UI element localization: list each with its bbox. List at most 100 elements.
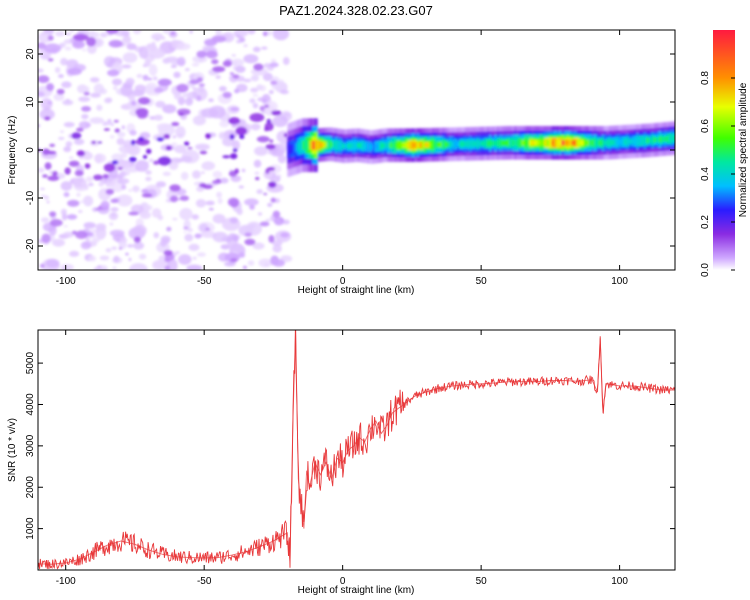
noise-blob [104,97,112,104]
noise-blob [104,121,113,126]
ridge-segment [357,142,361,149]
noise-blob [133,236,141,243]
snr-x-label: Height of straight line (km) [298,585,415,596]
noise-blob [232,148,238,152]
ridge-segment [319,141,323,148]
noise-blob [58,74,64,79]
noise-blob [146,148,152,154]
ridge-segment [651,137,655,143]
noise-blob [219,85,227,92]
ridge-segment [396,142,401,149]
noise-blob [267,166,276,171]
noise-blob [88,182,94,187]
noise-blob [129,129,137,136]
noise-blob [52,238,66,247]
noise-blob [75,230,88,240]
ridge-segment [381,142,386,149]
noise-blob [128,257,132,262]
noise-blob [119,237,128,243]
noise-blob [192,87,196,90]
noise-blob [182,92,194,98]
noise-blob [65,141,73,147]
noise-blob [229,217,239,224]
snr-y-ticks: 1000 2000 3000 4000 5000 [25,352,675,540]
noise-blob [269,164,282,174]
noise-blob [234,88,240,94]
ridge-segment [534,139,538,146]
noise-blob [49,219,63,227]
noise-blob [40,97,53,111]
noise-blob [239,37,246,43]
noise-blob [283,133,289,138]
noise-blob [155,181,167,188]
ridge-segment [444,141,448,148]
ridge-segment [369,144,373,150]
noise-blob [269,175,281,183]
noise-blob [198,85,205,93]
spectrogram-heatmap [38,30,675,270]
ridge-segment [364,143,368,150]
ridge-segment [352,142,356,149]
noise-blob [38,91,45,98]
x-tick-label: 50 [476,576,488,587]
noise-blob [103,128,110,131]
ridge-segment [376,143,381,150]
noise-blob [128,211,139,216]
noise-blob [38,167,45,173]
noise-blob [44,116,51,121]
snr-panel: -100 -50 0 50 100 1000 2000 3000 4000 5000 Heigh… [7,329,676,596]
ridge-segment [531,139,535,146]
noise-blob [262,99,268,103]
noise-blob [222,91,232,99]
ridge-segment [603,139,607,146]
noise-blob [41,233,51,244]
noise-blob [219,177,229,184]
noise-blob [165,145,173,151]
ridge-segment [606,139,610,146]
x-tick-label: 0 [340,276,346,287]
y-tick-label: 2000 [25,476,36,499]
noise-blob [134,160,149,172]
noise-blob [183,226,189,230]
noise-blob [108,39,123,48]
ridge-segment [429,141,433,148]
noise-blob [238,185,245,189]
noise-blob [237,30,250,37]
noise-blob [208,98,214,103]
snr-y-label: SNR (10 * v/v) [7,418,18,482]
ridge-segment [529,139,533,146]
ridge-segment [404,142,408,149]
noise-blob [100,32,108,38]
noise-blob [267,151,273,155]
ridge-segment [536,139,540,146]
noise-blob [46,83,55,92]
ridge-segment [347,142,351,149]
noise-blob [280,232,290,238]
noise-blob [239,134,245,140]
noise-blob [192,170,201,179]
noise-blob [219,120,230,128]
noise-blob [180,155,193,163]
ridge-segment [401,142,406,149]
y-tick-label: 4000 [25,393,36,416]
ridge-segment [484,140,488,147]
ridge-segment [476,140,480,147]
noise-blob [109,222,114,226]
noise-blob [169,195,178,203]
noise-blob [137,97,151,105]
noise-blob [92,237,100,243]
noise-blob [243,54,259,64]
ridge-segment [312,140,316,150]
noise-blob [175,125,186,139]
noise-blob [84,163,91,169]
noise-blob [245,221,262,236]
noise-blob [252,94,259,97]
noise-blob [250,87,259,93]
noise-blob [272,259,285,267]
ridge-segment [414,142,418,149]
noise-blob [268,235,275,243]
noise-blob [192,256,197,260]
ridge-segment [421,142,425,148]
noise-blob [230,107,240,112]
noise-blob [224,261,236,267]
